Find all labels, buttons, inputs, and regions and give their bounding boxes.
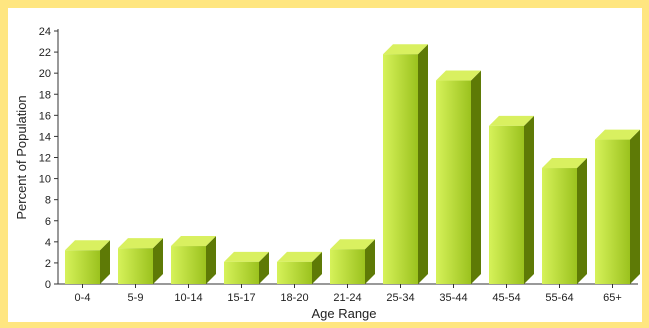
bar-top-face <box>383 44 428 55</box>
axes <box>54 29 638 288</box>
y-tick-label: 6 <box>45 216 51 228</box>
bar-front-face <box>65 250 100 284</box>
bar-0-4 <box>65 240 110 284</box>
x-tick-label: 35-44 <box>439 292 467 304</box>
bar-side-face <box>365 239 375 284</box>
x-tick-label: 45-54 <box>492 292 520 304</box>
x-tick-label: 10-14 <box>174 292 202 304</box>
bar-front-face <box>224 261 259 284</box>
bar-65+ <box>595 129 640 284</box>
bar-side-face <box>630 129 640 284</box>
y-tick-label: 24 <box>39 26 51 38</box>
y-tick-label: 0 <box>45 279 51 291</box>
bar-top-face <box>65 240 110 251</box>
bar-21-24 <box>330 239 375 284</box>
bar-top-face <box>118 238 163 249</box>
bar-top-face <box>224 251 269 262</box>
bar-top-face <box>489 115 534 126</box>
y-tick-label: 18 <box>39 89 51 101</box>
bar-45-54 <box>489 115 534 284</box>
y-tick-label: 20 <box>39 68 51 80</box>
y-axis-title: Percent of Population <box>14 95 29 219</box>
bar-side-face <box>471 70 481 284</box>
y-tick-label: 10 <box>39 174 51 186</box>
bar-25-34 <box>383 44 428 284</box>
bar-front-face <box>171 246 206 284</box>
bar-55-64 <box>542 158 587 284</box>
bar-side-face <box>418 44 428 284</box>
y-tick-label: 8 <box>45 195 51 207</box>
bar-side-face <box>206 236 216 284</box>
bar-top-face <box>277 251 322 262</box>
bar-front-face <box>330 249 365 284</box>
x-tick-label: 55-64 <box>545 292 573 304</box>
y-tick-label: 16 <box>39 110 51 122</box>
x-tick-label: 5-9 <box>128 292 144 304</box>
bar-front-face <box>542 168 577 284</box>
x-tick-label: 21-24 <box>333 292 361 304</box>
bar-front-face <box>595 139 630 284</box>
bar-top-face <box>330 239 375 250</box>
bar-top-face <box>171 236 216 247</box>
bar-front-face <box>383 54 418 284</box>
bar-front-face <box>118 248 153 284</box>
chart-frame: 0 2 4 6 8 10 12 14 16 18 20 22 24 0-4 5-9 10-14 15-17 18-… <box>8 8 642 322</box>
x-tick-label: 15-17 <box>227 292 255 304</box>
y-tick-label: 12 <box>39 153 51 165</box>
bars <box>65 44 640 284</box>
x-tick-label: 65+ <box>603 292 622 304</box>
bar-side-face <box>524 115 534 284</box>
bar-side-face <box>100 240 110 284</box>
bar-top-face <box>542 158 587 169</box>
bar-top-face <box>436 70 481 81</box>
x-tick-label: 0-4 <box>75 292 91 304</box>
x-tick-label: 18-20 <box>280 292 308 304</box>
bar-side-face <box>577 158 587 284</box>
bar-10-14 <box>171 236 216 284</box>
bar-side-face <box>259 251 269 284</box>
y-tick-label: 4 <box>45 237 51 249</box>
bar-top-face <box>595 129 640 140</box>
bar-side-face <box>312 251 322 284</box>
y-tick-label: 22 <box>39 47 51 59</box>
bar-18-20 <box>277 251 322 284</box>
bar-5-9 <box>118 238 163 284</box>
x-tick-label: 25-34 <box>386 292 414 304</box>
bar-15-17 <box>224 251 269 284</box>
x-axis-title: Age Range <box>311 306 376 321</box>
bar-35-44 <box>436 70 481 284</box>
bar-front-face <box>489 125 524 284</box>
y-tick-label: 14 <box>39 131 51 143</box>
y-tick-label: 2 <box>45 258 51 270</box>
bar-front-face <box>436 80 471 284</box>
bar-side-face <box>153 238 163 284</box>
bar-front-face <box>277 261 312 284</box>
